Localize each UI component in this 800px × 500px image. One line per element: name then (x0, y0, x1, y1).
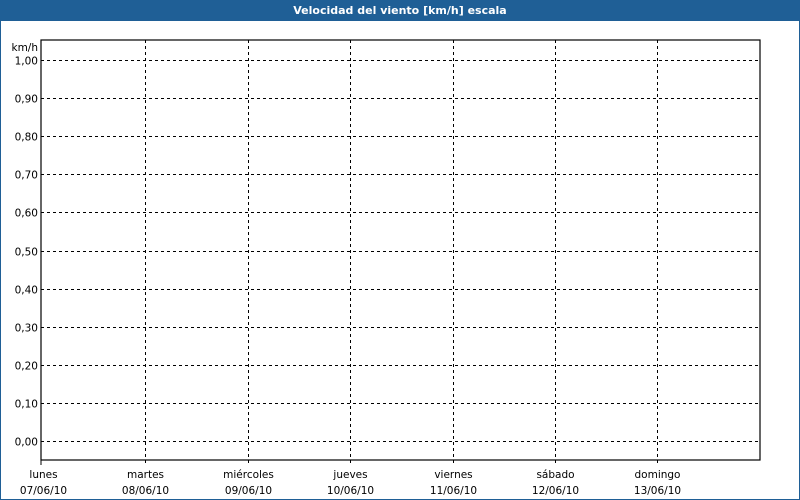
x-tick-day: domingo (635, 469, 681, 481)
y-tick-label: 0,40 (15, 285, 38, 297)
x-tick-date: 08/06/10 (122, 485, 169, 497)
y-tick-label: 0,30 (15, 323, 38, 335)
x-tick-date: 07/06/10 (20, 485, 67, 497)
y-axis-label: km/h (11, 42, 38, 54)
y-tick-label: 0,20 (15, 361, 38, 373)
x-tick-date: 12/06/10 (532, 485, 579, 497)
y-tick-label: 0,00 (15, 437, 38, 449)
x-tick-day: sábado (536, 469, 574, 481)
y-tick-label: 0,10 (15, 399, 38, 411)
x-tick-day: jueves (332, 469, 367, 481)
y-tick-label: 1,00 (15, 56, 38, 68)
x-tick-day: martes (127, 469, 164, 481)
x-tick-date: 09/06/10 (225, 485, 272, 497)
y-tick-label: 0,50 (15, 247, 38, 259)
x-tick-date: 13/06/10 (634, 485, 681, 497)
chart-title: Velocidad del viento [km/h] escala (1, 1, 799, 21)
y-tick-label: 0,70 (15, 170, 38, 182)
plot-area (40, 39, 761, 461)
x-tick-day: lunes (29, 469, 57, 481)
x-tick-date: 10/06/10 (327, 485, 374, 497)
x-tick-day: miércoles (223, 469, 274, 481)
y-tick-label: 0,90 (15, 94, 38, 106)
x-tick-day: viernes (434, 469, 472, 481)
x-tick-date: 11/06/10 (430, 485, 477, 497)
y-tick-label: 0,80 (15, 132, 38, 144)
y-tick-label: 0,60 (15, 208, 38, 220)
